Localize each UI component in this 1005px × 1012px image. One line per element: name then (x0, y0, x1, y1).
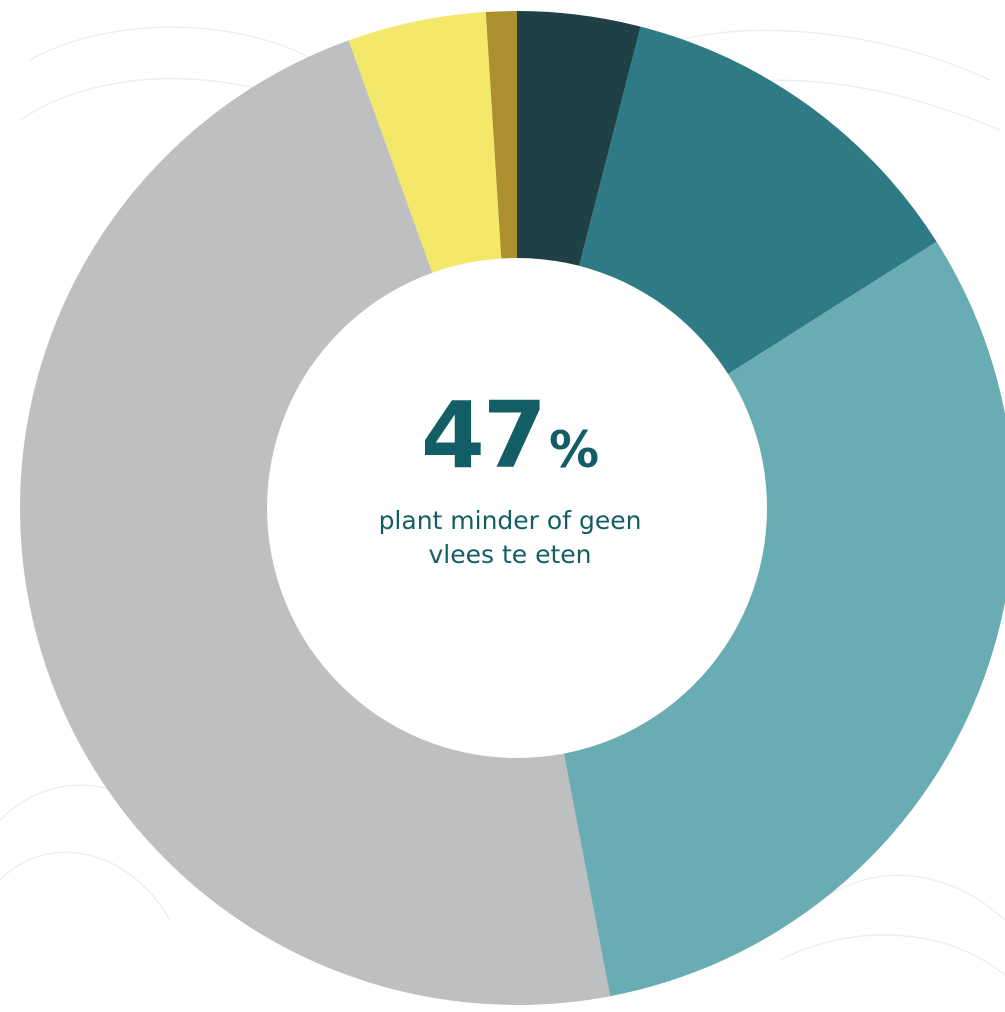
headline-number: 47 (420, 382, 547, 489)
caption-line-2: vlees te eten (428, 540, 592, 569)
headline-caption: plant minder of geen vlees te eten (300, 504, 720, 572)
caption-line-1: plant minder of geen (378, 506, 642, 535)
headline-value: 47% (300, 390, 720, 482)
center-label: 47% plant minder of geen vlees te eten (300, 390, 720, 572)
headline-percent-sign: % (548, 421, 600, 479)
donut-hole (267, 258, 767, 758)
donut-slice-3 (517, 241, 1005, 997)
